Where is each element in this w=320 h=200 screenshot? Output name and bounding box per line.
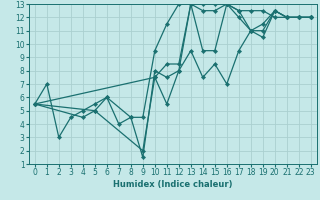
X-axis label: Humidex (Indice chaleur): Humidex (Indice chaleur) <box>113 180 233 189</box>
